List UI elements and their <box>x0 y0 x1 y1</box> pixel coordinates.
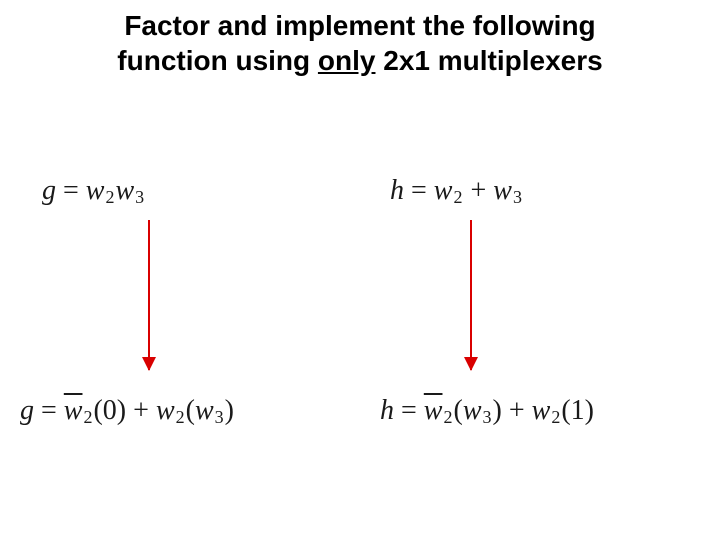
arrow-right <box>470 220 472 370</box>
title-underlined: only <box>318 45 376 76</box>
title-line1: Factor and implement the following <box>124 10 595 41</box>
equation-g-simple: g = w2w3 <box>42 175 145 208</box>
slide-title: Factor and implement the following funct… <box>0 0 720 78</box>
title-line2-post: 2x1 multiplexers <box>375 45 602 76</box>
equation-g-expanded: g = w2(0) + w2(w3) <box>20 395 234 428</box>
title-line2-pre: function using <box>117 45 318 76</box>
arrow-left <box>148 220 150 370</box>
equation-h-simple: h = w2 + w3 <box>390 175 523 208</box>
equation-h-expanded: h = w2(w3) + w2(1) <box>380 395 594 428</box>
